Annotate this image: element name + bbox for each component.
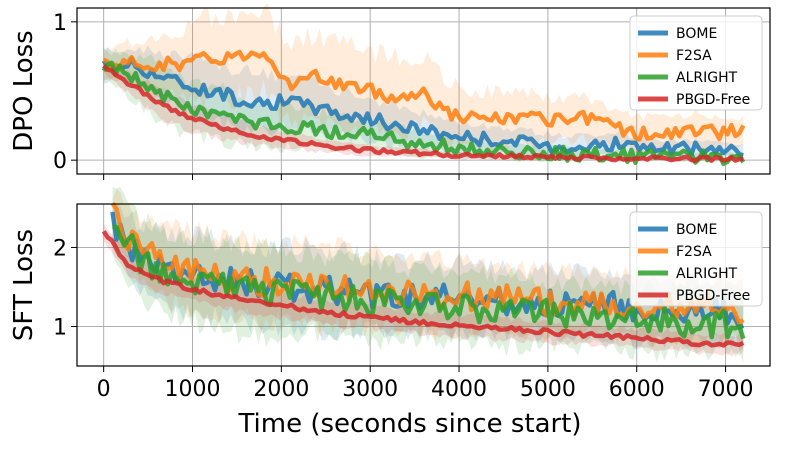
legend-label: BOME: [676, 222, 717, 238]
legend-label: BOME: [676, 26, 717, 42]
x-axis-label: Time (seconds since start): [237, 409, 581, 439]
series-band-bome: [103, 45, 744, 161]
series-line-pbgd-free: [101, 230, 745, 348]
legend-box: [629, 211, 763, 307]
series-line-pbgd-free: [102, 64, 744, 164]
series-band-bome: [112, 202, 744, 352]
series-line-alright: [112, 224, 746, 340]
series-line-f2sa: [102, 49, 746, 142]
x-tick-label: 7000: [698, 377, 754, 402]
axes-frame: [76, 7, 771, 175]
y-axis-label: DPO Loss: [9, 30, 39, 151]
y-tick-label: 1: [53, 315, 67, 340]
y-tick-label: 1: [53, 11, 67, 36]
axes-frame: [76, 203, 771, 367]
x-tick-label: 1000: [165, 377, 221, 402]
dpo-loss-panel: 0 1 DPO Loss BOME F2SA ALRIGHT PBGD-Free: [9, 3, 771, 180]
y-tick-label: 0: [53, 149, 67, 174]
legend-label: ALRIGHT: [676, 70, 738, 86]
x-tick-label: 5000: [520, 377, 576, 402]
y-axis-label: SFT Loss: [9, 229, 39, 341]
x-tick-label: 2000: [253, 377, 309, 402]
legend-label: ALRIGHT: [676, 266, 738, 282]
y-tick-label: 2: [53, 236, 67, 261]
legend-label: PBGD-Free: [676, 288, 750, 304]
x-tick-label: 0: [97, 377, 111, 402]
legend-label: PBGD-Free: [676, 92, 750, 108]
sft-loss-panel: 0 1000 2000 3000 4000 5000 6000 7000 1 2 SFT Loss B…: [9, 186, 771, 402]
x-tick-label: 4000: [431, 377, 487, 402]
x-tick-label: 3000: [342, 377, 398, 402]
series-line-bome: [101, 56, 744, 158]
x-tick-label: 6000: [609, 377, 665, 402]
series-band-pbgd-free: [103, 224, 744, 357]
series-band-f2sa: [112, 189, 744, 350]
legend-label: F2SA: [676, 48, 712, 64]
legend-label: F2SA: [676, 244, 712, 260]
legend-box: [629, 15, 763, 111]
